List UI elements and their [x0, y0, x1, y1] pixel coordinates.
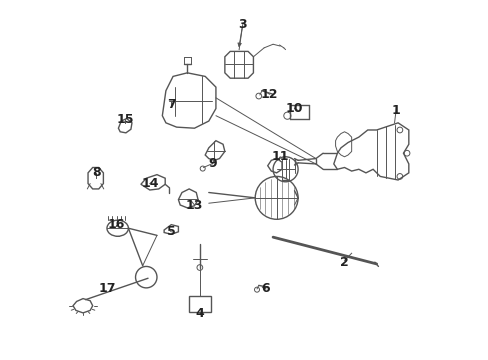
Text: 1: 1	[391, 104, 400, 117]
Text: 17: 17	[98, 283, 116, 296]
Text: 12: 12	[260, 88, 278, 101]
Text: 11: 11	[271, 150, 288, 163]
Text: 14: 14	[141, 177, 158, 190]
Text: 16: 16	[107, 218, 124, 231]
Bar	[189, 296, 210, 312]
Text: 10: 10	[285, 102, 303, 115]
Text: 7: 7	[166, 99, 175, 112]
Text: 9: 9	[207, 157, 216, 170]
Text: 6: 6	[261, 283, 270, 296]
Text: 3: 3	[238, 18, 246, 31]
Text: 13: 13	[185, 198, 203, 212]
Text: 5: 5	[166, 225, 175, 238]
Text: 4: 4	[195, 307, 204, 320]
Text: 8: 8	[92, 166, 101, 179]
Text: 2: 2	[340, 256, 348, 269]
Text: 15: 15	[116, 113, 133, 126]
